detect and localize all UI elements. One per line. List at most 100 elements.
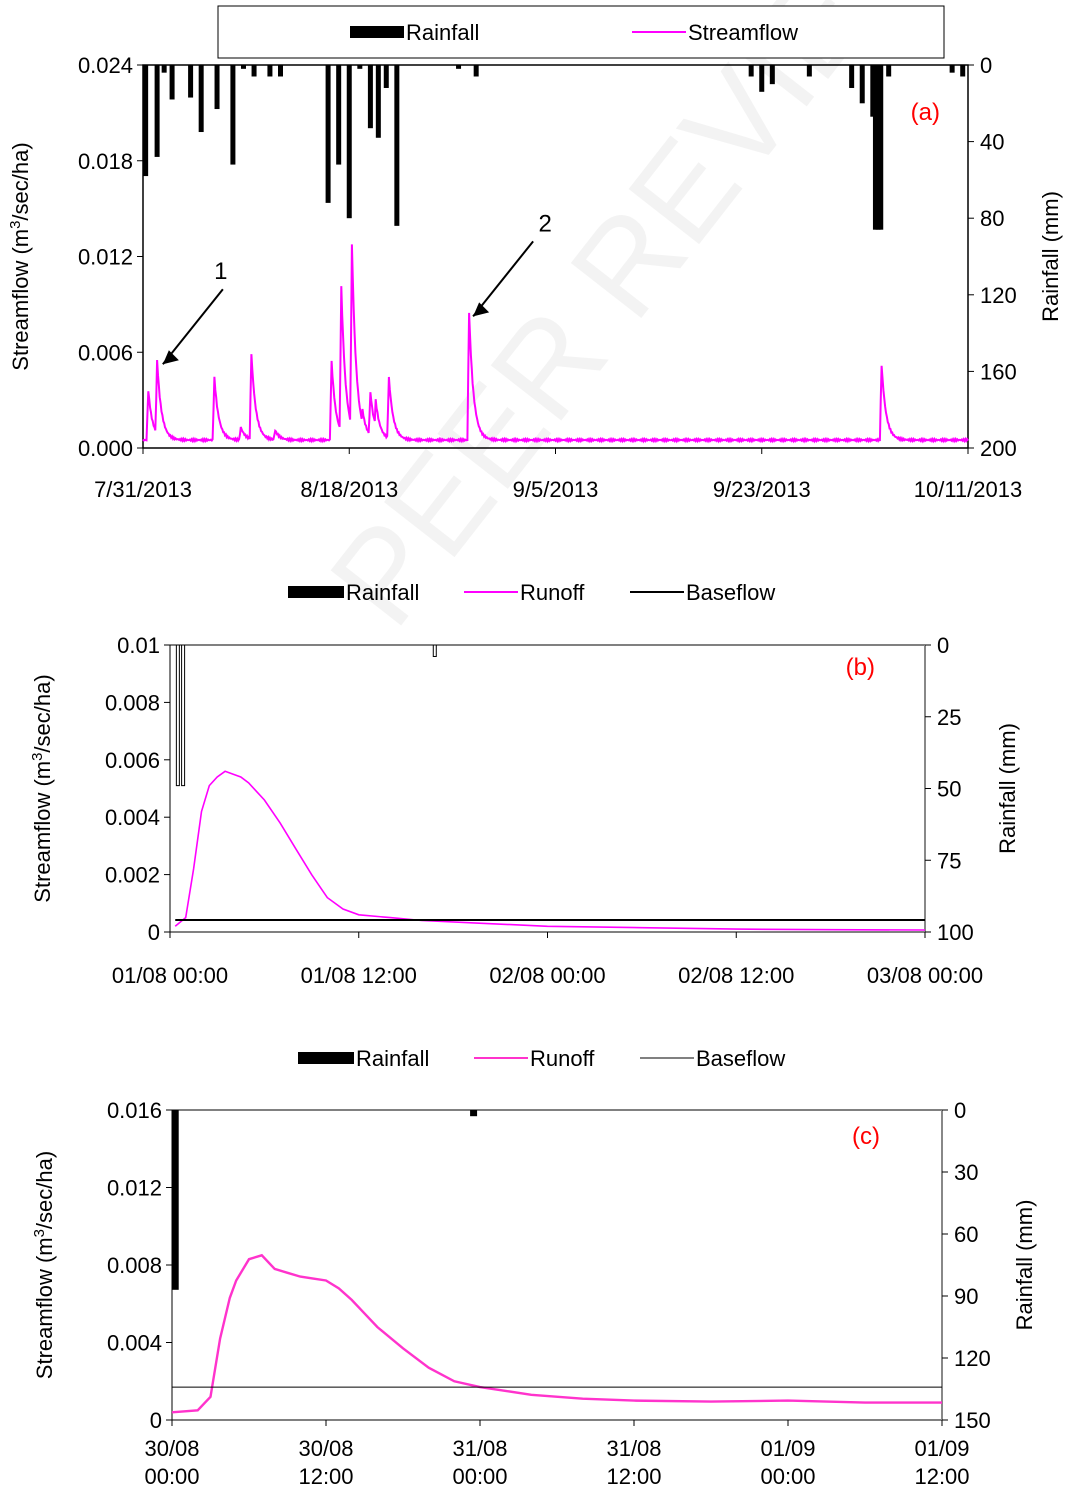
panel-b-panel-tag: (b): [846, 654, 875, 681]
panel-b-xtick-label: 01/08 00:00: [112, 963, 228, 988]
panel-a-rainfall-bar: [860, 65, 865, 103]
panel-b-ytick-label: 0.004: [105, 805, 160, 830]
panel-c-ytick-label: 0.004: [107, 1331, 162, 1356]
panel-c-legend-baseflow-label: Baseflow: [696, 1046, 785, 1071]
panel-b-legend-rainfall-swatch: [288, 586, 344, 598]
panel-c-ytick-label: 0.016: [107, 1098, 162, 1123]
panel-a-panel-tag: (a): [911, 99, 940, 126]
panel-b-legend-rainfall-label: Rainfall: [346, 580, 419, 605]
panel-a-ytick-label: 0.018: [78, 149, 133, 174]
panel-a-rainfall-bar: [960, 65, 965, 76]
panel-c-plot-frame: [172, 1110, 942, 1420]
panel-a-y2tick-label: 200: [980, 436, 1017, 461]
panel-a-plot-frame: [143, 65, 968, 448]
panel-b-legend-baseflow-label: Baseflow: [686, 580, 775, 605]
panel-c-y2tick-label: 60: [954, 1222, 978, 1247]
panel-b-xtick-label: 02/08 00:00: [489, 963, 605, 988]
panel-a-ytick-label: 0.012: [78, 245, 133, 270]
panel-c-y2label: Rainfall (mm): [1012, 1200, 1037, 1331]
panel-b-y2tick-label: 100: [937, 920, 974, 945]
panel-a-rainfall-bar: [326, 65, 331, 203]
panel-a-xtick-label: 9/23/2013: [713, 477, 811, 502]
panel-b-y2tick-label: 25: [937, 705, 961, 730]
panel-c-xtick-label: 31/08: [606, 1436, 661, 1461]
panel-c-y2tick-label: 30: [954, 1160, 978, 1185]
panel-a-rainfall-bar: [357, 65, 362, 69]
panel-b-legend-runoff-label: Runoff: [520, 580, 585, 605]
panel-c-xtick-label: 00:00: [144, 1464, 199, 1489]
panel-b-ytick-label: 0.006: [105, 748, 160, 773]
panel-a-rainfall-bar: [770, 65, 775, 84]
panel-a-xtick-label: 10/11/2013: [914, 477, 1022, 502]
panel-c-xtick-label: 01/09: [914, 1436, 969, 1461]
panel-a-arrowhead: [163, 350, 179, 364]
panel-c-y2tick-label: 0: [954, 1098, 966, 1123]
panel-c-xtick-label: 00:00: [760, 1464, 815, 1489]
panel-b-ylabel: Streamflow (m3/sec/ha): [29, 674, 55, 902]
panel-a-rainfall-bar: [252, 65, 257, 76]
panel-a-rainfall-bar: [807, 65, 812, 76]
panel-b-ytick-label: 0.01: [117, 633, 160, 658]
panel-b-rainfall-bar: [182, 645, 185, 786]
panel-a-rainfall-bar: [155, 65, 160, 157]
panel-b-plot-frame: [170, 645, 925, 932]
panel-a-rainfall-bar: [849, 65, 854, 88]
panel-a-rainfall-bar: [199, 65, 204, 132]
panel-a-rainfall-bar: [886, 65, 891, 76]
panel-c-runoff-line: [172, 1255, 942, 1412]
panel-b-y2tick-label: 50: [937, 777, 961, 802]
panel-a-rainfall-bar: [230, 65, 235, 165]
panel-c-ytick-label: 0: [150, 1408, 162, 1433]
panel-a-ytick-label: 0.000: [78, 436, 133, 461]
panel-c-xtick-label: 12:00: [914, 1464, 969, 1489]
panel-c-y2tick-label: 150: [954, 1408, 991, 1433]
panel-b-rainfall-bar: [433, 645, 436, 656]
panel-a-y2label: Rainfall (mm): [1038, 191, 1063, 322]
panel-a-ytick-label: 0.006: [78, 340, 133, 365]
panel-a-rainfall-bar: [474, 65, 479, 76]
panel-c-legend-rainfall-label: Rainfall: [356, 1046, 429, 1071]
panel-c-ytick-label: 0.012: [107, 1176, 162, 1201]
panel-c-legend-rainfall-swatch: [298, 1052, 354, 1064]
panel-a-y2tick-label: 0: [980, 53, 992, 78]
panel-a-rainfall-bar: [278, 65, 283, 76]
panel-c-ytick-label: 0.008: [107, 1253, 162, 1278]
panel-c-legend-runoff-label: Runoff: [530, 1046, 595, 1071]
panel-b-rainfall-bar: [176, 645, 179, 786]
panel-a-ylabel: Streamflow (m3/sec/ha): [7, 142, 33, 370]
panel-a-rainfall-bar: [241, 65, 246, 69]
panel-a-xtick-label: 8/18/2013: [300, 477, 398, 502]
panel-b-y2label: Rainfall (mm): [995, 723, 1020, 854]
panel-a-rainfall-bar: [347, 65, 352, 218]
panel-a-annotation-label: 1: [214, 258, 227, 285]
panel-a-xtick-label: 9/5/2013: [513, 477, 599, 502]
panel-a-annotation-arrow: [473, 241, 533, 316]
panel-a-y2tick-label: 120: [980, 283, 1017, 308]
panel-a-rainfall-bar: [336, 65, 341, 165]
panel-c-y2tick-label: 120: [954, 1346, 991, 1371]
panel-a-rainfall-bar: [878, 65, 883, 230]
panel-a-rainfall-bar: [384, 65, 389, 88]
panel-a-y2tick-label: 40: [980, 130, 1004, 155]
panel-a-legend-rainfall-label: Rainfall: [406, 20, 479, 45]
panel-a-legend-rainfall-swatch: [350, 26, 404, 38]
panel-c-xtick-label: 31/08: [452, 1436, 507, 1461]
panel-b-y2tick-label: 0: [937, 633, 949, 658]
panel-c-xtick-label: 01/09: [760, 1436, 815, 1461]
panel-b-xtick-label: 03/08 00:00: [867, 963, 983, 988]
panel-b-y2tick-label: 75: [937, 848, 961, 873]
panel-a-rainfall-bar: [170, 65, 175, 99]
panel-a-legend-box: [218, 6, 944, 58]
panel-a-rainfall-bar: [143, 65, 148, 176]
panel-c-y2tick-label: 90: [954, 1284, 978, 1309]
panel-a-rainfall-bar: [759, 65, 764, 92]
panel-b-xtick-label: 01/08 12:00: [301, 963, 417, 988]
panel-a-rainfall-bar: [456, 65, 461, 69]
panel-b-xtick-label: 02/08 12:00: [678, 963, 794, 988]
panel-a-ytick-label: 0.024: [78, 53, 133, 78]
panel-a-rainfall-bar: [376, 65, 381, 138]
panel-a-rainfall-bar: [162, 65, 167, 73]
panel-c-xtick-label: 30/08: [144, 1436, 199, 1461]
panel-a-rainfall-bar: [215, 65, 220, 109]
panel-a-rainfall-bar: [188, 65, 193, 98]
